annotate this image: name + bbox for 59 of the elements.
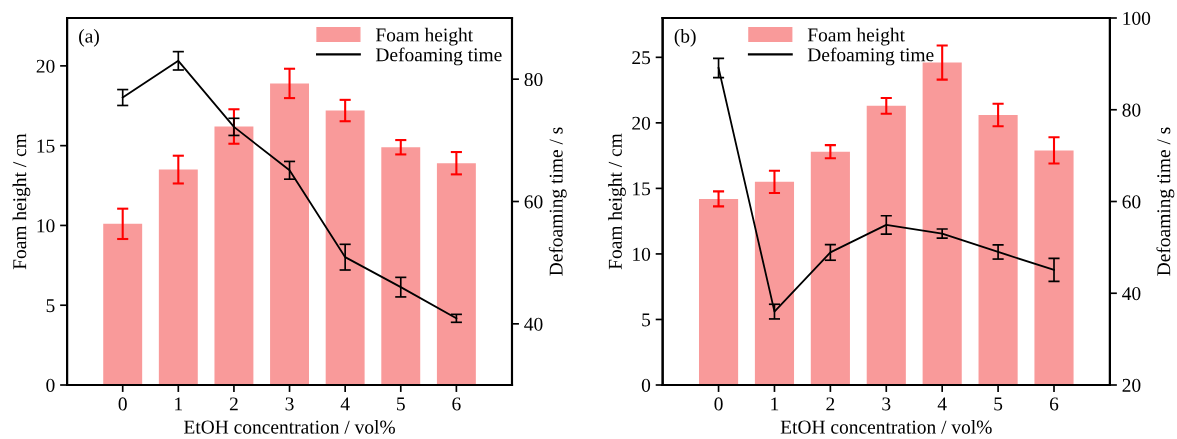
bar <box>1034 150 1074 385</box>
bar <box>866 105 906 385</box>
y2-tick-label: 60 <box>524 195 543 209</box>
y-tick-label: 25 <box>632 51 651 65</box>
x-axis-title: EtOH concentration / vol% <box>184 420 395 434</box>
bar <box>922 62 962 385</box>
y-tick-label: 15 <box>37 139 55 153</box>
y2-tick-label: 60 <box>1122 195 1141 209</box>
x-tick-label: 3 <box>285 397 294 411</box>
x-tick-label: 0 <box>714 397 723 411</box>
x-tick-label: 1 <box>771 397 779 411</box>
y-tick-label: 0 <box>641 378 651 392</box>
bar <box>754 181 795 385</box>
y-tick-label: 10 <box>633 247 651 261</box>
bar <box>436 163 476 385</box>
bar <box>270 83 310 385</box>
y-tick-label: 5 <box>642 313 651 327</box>
bar <box>103 223 143 385</box>
x-tick-label: 1 <box>175 397 183 411</box>
x-tick-label: 4 <box>937 397 947 411</box>
bar <box>810 151 850 385</box>
y2-tick-label: 100 <box>1123 11 1151 25</box>
y-tick-label: 20 <box>36 59 55 73</box>
x-axis-title: EtOH concentration / vol% <box>780 420 992 434</box>
x-tick-label: 2 <box>826 397 835 411</box>
legend-label: Defoaming time <box>375 47 502 66</box>
x-tick-label: 0 <box>118 397 127 411</box>
x-tick-label: 5 <box>994 397 1003 411</box>
x-tick-label: 4 <box>340 397 350 411</box>
y-tick-label: 20 <box>632 116 651 130</box>
y2-axis-title: Defoaming time / s <box>1156 127 1175 276</box>
annotation: (a) <box>79 29 99 47</box>
legend-label: Foam height <box>807 27 905 46</box>
y-axis-title: Foam height / cm <box>12 133 31 270</box>
x-tick-label: 2 <box>229 397 238 411</box>
y2-axis-title: Defoaming time / s <box>548 127 567 276</box>
bar <box>214 126 254 385</box>
annotation: (b) <box>674 29 696 47</box>
bar <box>698 198 739 385</box>
x-tick-label: 6 <box>1049 397 1059 411</box>
x-tick-label: 6 <box>452 397 461 411</box>
y2-tick-label: 20 <box>1122 378 1141 392</box>
x-tick-label: 5 <box>397 397 405 411</box>
y2-tick-label: 80 <box>524 72 543 87</box>
y2-tick-label: 40 <box>1122 287 1141 301</box>
bar <box>381 147 421 385</box>
bar <box>158 169 198 385</box>
y-tick-label: 10 <box>37 219 55 233</box>
y-axis-title: Foam height / cm <box>608 133 626 270</box>
legend-label: Foam height <box>375 27 474 46</box>
y2-tick-label: 80 <box>1122 103 1141 117</box>
bar <box>978 114 1018 385</box>
y-tick-label: 15 <box>633 182 651 196</box>
bar <box>325 110 365 385</box>
y-tick-label: 5 <box>46 299 55 313</box>
x-tick-label: 3 <box>882 397 891 411</box>
y2-tick-label: 40 <box>524 317 543 331</box>
y-tick-label: 0 <box>46 378 55 392</box>
legend-label: Defoaming time <box>807 47 934 66</box>
